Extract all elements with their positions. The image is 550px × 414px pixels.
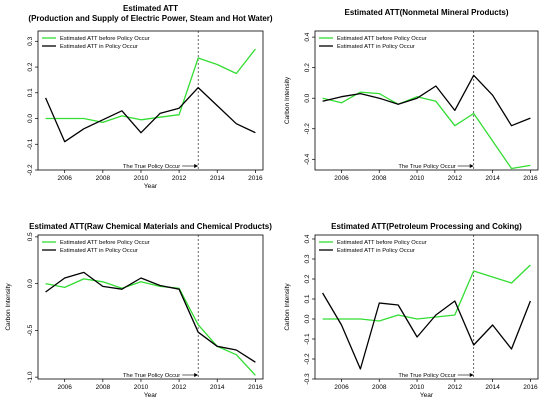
y-tick-label: -0.2 bbox=[304, 123, 311, 135]
y-tick-label: -0.1 bbox=[27, 138, 34, 150]
legend-label-1: Estimated ATT before Policy Occur bbox=[337, 36, 427, 42]
y-tick-label: 0.0 bbox=[27, 279, 34, 288]
policy-annotation: The True Policy Occur bbox=[123, 373, 180, 379]
chart-panel-4: Estimated ATT(Petroleum Processing and C… bbox=[284, 222, 539, 399]
y-tick-label: 0.3 bbox=[304, 254, 311, 263]
y-axis-label: Carbon Intensity bbox=[5, 283, 12, 331]
x-tick-label: 2016 bbox=[523, 384, 538, 391]
legend-label-2: Estimated ATT in Policy Occur bbox=[337, 248, 415, 254]
legend-label-2: Estimated ATT in Policy Occur bbox=[60, 248, 138, 254]
x-tick-label: 2006 bbox=[57, 384, 72, 391]
y-tick-label: -0.4 bbox=[304, 153, 311, 165]
annotation-arrowhead bbox=[194, 164, 199, 168]
policy-annotation: The True Policy Occur bbox=[398, 164, 455, 170]
annotation-arrowhead bbox=[469, 164, 474, 168]
x-axis-label: Year bbox=[144, 392, 158, 399]
y-tick-label: -0.2 bbox=[304, 353, 311, 365]
annotation-arrowhead bbox=[194, 373, 199, 377]
series-line-2 bbox=[45, 86, 256, 143]
y-tick-label: 0.1 bbox=[304, 294, 311, 303]
x-tick-label: 2008 bbox=[96, 384, 111, 391]
y-tick-label: 0.4 bbox=[304, 234, 311, 243]
series-line-2 bbox=[322, 74, 531, 127]
series-line-1 bbox=[322, 264, 531, 322]
chart-subtitle: (Production and Supply of Electric Power… bbox=[28, 14, 273, 23]
legend-label-1: Estimated ATT before Policy Occur bbox=[60, 36, 150, 42]
chart-title: Estimated ATT(Raw Chemical Materials and… bbox=[29, 222, 272, 231]
x-tick-label: 2012 bbox=[172, 384, 187, 391]
annotation-arrowhead bbox=[469, 373, 474, 377]
y-tick-label: 0.0 bbox=[27, 114, 34, 123]
y-tick-label: -0.3 bbox=[304, 373, 311, 385]
series-line-1 bbox=[45, 48, 256, 124]
y-tick-label: 0.0 bbox=[304, 93, 311, 102]
chart-title: Estimated ATT(Nonmetal Mineral Products) bbox=[344, 8, 508, 17]
y-tick-label: 0.5 bbox=[27, 232, 34, 241]
y-axis-label: Carbon Intensity bbox=[284, 283, 291, 331]
policy-annotation: The True Policy Occur bbox=[123, 164, 180, 170]
y-tick-label: -0.2 bbox=[27, 164, 34, 176]
x-tick-label: 2016 bbox=[248, 384, 263, 391]
x-tick-label: 2014 bbox=[210, 384, 225, 391]
x-tick-label: 2008 bbox=[372, 175, 387, 182]
x-tick-label: 2016 bbox=[523, 175, 538, 182]
x-tick-label: 2010 bbox=[410, 384, 425, 391]
x-tick-label: 2012 bbox=[448, 384, 463, 391]
x-tick-label: 2006 bbox=[57, 175, 72, 182]
y-tick-label: -1.0 bbox=[27, 371, 34, 383]
chart-panel-1: Estimated ATT(Production and Supply of E… bbox=[27, 4, 273, 190]
plot-frame bbox=[37, 30, 264, 171]
policy-annotation: The True Policy Occur bbox=[398, 373, 455, 379]
x-tick-label: 2014 bbox=[485, 384, 500, 391]
legend-label-2: Estimated ATT in Policy Occur bbox=[337, 44, 415, 50]
y-tick-label: 0.2 bbox=[304, 274, 311, 283]
x-tick-label: 2014 bbox=[485, 175, 500, 182]
plot-frame bbox=[314, 30, 539, 171]
x-tick-label: 2014 bbox=[210, 175, 225, 182]
x-tick-label: 2010 bbox=[134, 384, 149, 391]
legend-label-1: Estimated ATT before Policy Occur bbox=[60, 240, 150, 246]
plot-frame bbox=[314, 234, 539, 380]
legend-label-1: Estimated ATT before Policy Occur bbox=[337, 240, 427, 246]
y-tick-label: 0.2 bbox=[27, 62, 34, 71]
plot-frame bbox=[37, 234, 264, 380]
x-tick-label: 2016 bbox=[248, 175, 263, 182]
y-tick-label: 0.2 bbox=[304, 63, 311, 72]
chart-title: Estimated ATT(Petroleum Processing and C… bbox=[331, 222, 522, 231]
y-tick-label: 0.1 bbox=[27, 88, 34, 97]
y-tick-label: 0.3 bbox=[27, 36, 34, 45]
series-line-1 bbox=[45, 278, 256, 376]
y-tick-label: 0.0 bbox=[304, 314, 311, 323]
series-line-2 bbox=[45, 271, 256, 363]
x-axis-label: Year bbox=[144, 183, 158, 190]
x-tick-label: 2006 bbox=[334, 384, 349, 391]
y-axis-label: Carbon Intensity bbox=[284, 76, 291, 124]
x-tick-label: 2012 bbox=[448, 175, 463, 182]
y-tick-label: -0.1 bbox=[304, 333, 311, 345]
x-tick-label: 2006 bbox=[334, 175, 349, 182]
chart-title: Estimated ATT bbox=[123, 4, 178, 13]
chart-panel-2: Estimated ATT(Nonmetal Mineral Products)… bbox=[284, 8, 539, 182]
x-tick-label: 2010 bbox=[410, 175, 425, 182]
series-line-2 bbox=[322, 292, 532, 370]
x-tick-label: 2008 bbox=[372, 384, 387, 391]
chart-panel-3: Estimated ATT(Raw Chemical Materials and… bbox=[5, 222, 272, 399]
x-tick-label: 2008 bbox=[96, 175, 111, 182]
x-axis-label: Year bbox=[420, 392, 434, 399]
y-tick-label: 0.4 bbox=[304, 32, 311, 41]
series-line-1 bbox=[322, 91, 531, 170]
x-tick-label: 2010 bbox=[134, 175, 149, 182]
y-tick-label: -0.5 bbox=[27, 324, 34, 336]
legend-label-2: Estimated ATT in Policy Occur bbox=[60, 44, 138, 50]
x-tick-label: 2012 bbox=[172, 175, 187, 182]
